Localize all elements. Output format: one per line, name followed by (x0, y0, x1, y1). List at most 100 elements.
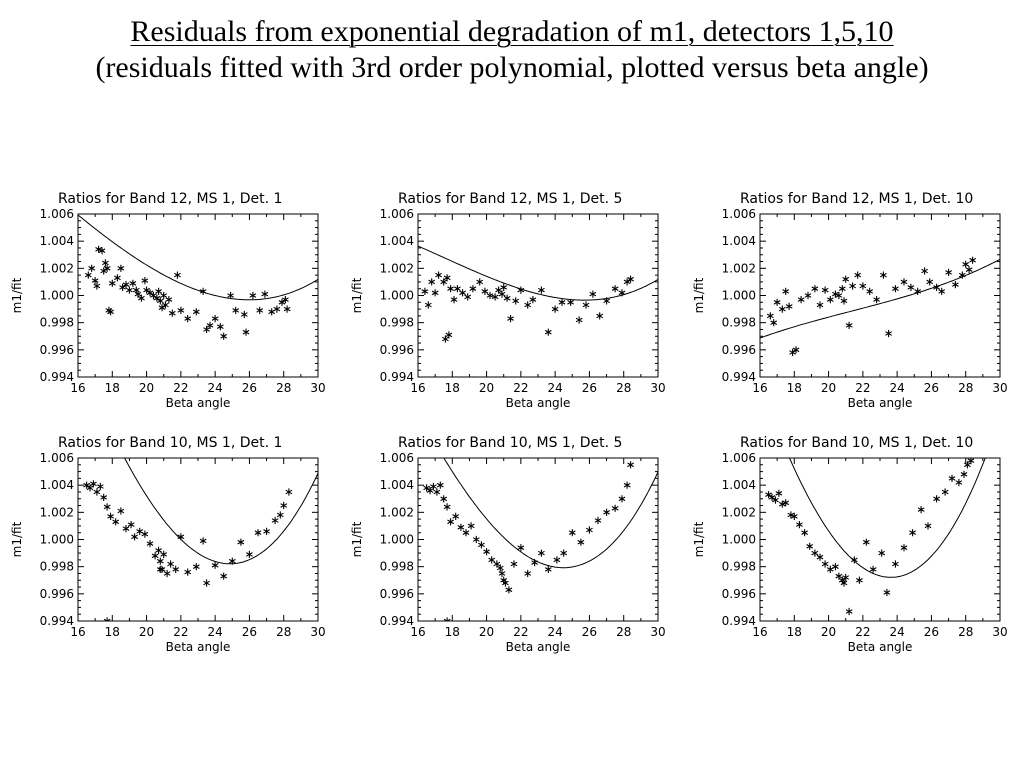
data-point (443, 503, 451, 511)
x-tick-label: 26 (242, 381, 257, 395)
y-axis-label: m1/fit (692, 521, 706, 557)
data-point (84, 271, 92, 279)
plot-area (418, 245, 658, 343)
data-point (926, 278, 934, 286)
data-point (551, 305, 559, 313)
data-point (567, 298, 574, 306)
data-point (119, 283, 126, 291)
data-point (211, 315, 219, 323)
x-axis-label: Beta angle (166, 396, 231, 410)
data-point (782, 287, 790, 295)
data-point (457, 523, 465, 531)
y-axis-label: m1/fit (350, 277, 364, 313)
data-point (826, 296, 834, 304)
data-point (845, 607, 853, 616)
x-tick-label: 28 (276, 381, 291, 395)
data-point (160, 550, 168, 558)
data-point (524, 569, 532, 578)
data-point (134, 290, 142, 298)
y-tick-label: 0.996 (380, 343, 414, 357)
y-tick-label: 0.994 (380, 614, 414, 628)
data-point (112, 518, 120, 526)
y-tick-label: 1.006 (380, 207, 414, 221)
plot-frame (417, 457, 659, 622)
data-point (603, 297, 610, 305)
data-point (811, 549, 819, 557)
y-tick-label: 0.996 (722, 343, 756, 357)
data-point (529, 296, 537, 304)
data-point (770, 319, 778, 327)
data-point (98, 247, 106, 255)
data-point (103, 503, 111, 511)
y-tick-label: 1.002 (722, 505, 756, 519)
data-point (117, 264, 125, 272)
x-tick-label: 22 (855, 625, 870, 639)
chart-title: Ratios for Band 10, MS 1, Det. 10 (740, 435, 973, 451)
x-tick-label: 16 (410, 625, 425, 639)
y-tick-label: 0.996 (40, 343, 74, 357)
data-point (538, 549, 545, 557)
data-point (623, 278, 631, 286)
data-point (792, 346, 800, 354)
data-point (138, 294, 145, 302)
data-point (840, 297, 848, 305)
data-point (90, 480, 97, 488)
data-point (141, 277, 149, 285)
x-tick-label: 28 (958, 625, 973, 639)
data-point (945, 268, 952, 276)
data-point (172, 565, 180, 573)
data-point (773, 298, 781, 306)
y-tick-label: 1.004 (40, 478, 74, 492)
data-point (156, 297, 164, 305)
data-point (246, 550, 253, 558)
plot-area (78, 214, 318, 340)
data-point (203, 325, 210, 334)
data-point (240, 310, 248, 319)
x-tick-label: 20 (479, 625, 494, 639)
x-tick-label: 28 (616, 381, 631, 395)
data-point (232, 306, 240, 314)
y-tick-label: 1.000 (40, 533, 74, 547)
data-point (835, 572, 843, 580)
data-point (146, 289, 154, 297)
data-point (88, 264, 96, 272)
x-tick-label: 26 (582, 381, 597, 395)
data-point (442, 335, 449, 343)
data-point (273, 305, 281, 313)
data-point (227, 291, 234, 300)
y-tick-label: 1.002 (380, 261, 414, 275)
data-point (842, 275, 850, 283)
data-point (211, 561, 219, 569)
data-point (443, 617, 451, 621)
x-tick-label: 20 (139, 625, 154, 639)
data-point (421, 287, 429, 295)
data-point (271, 516, 279, 525)
data-point (772, 496, 779, 504)
data-point (596, 312, 604, 320)
x-tick-label: 22 (173, 381, 188, 395)
data-point (498, 290, 506, 298)
data-point (611, 504, 619, 512)
x-tick-label: 28 (958, 381, 973, 395)
data-point (493, 560, 501, 568)
data-point (158, 304, 166, 312)
chart-title: Ratios for Band 10, MS 1, Det. 5 (398, 435, 622, 451)
data-point (184, 315, 192, 323)
y-tick-label: 1.006 (722, 207, 756, 221)
data-point (117, 507, 125, 515)
data-point (163, 569, 171, 578)
y-tick-label: 0.994 (380, 370, 414, 384)
data-point (206, 321, 214, 329)
fit-curve (443, 458, 658, 569)
data-point (618, 495, 626, 503)
data-point (162, 301, 169, 309)
data-point (821, 560, 829, 568)
x-axis-label: Beta angle (506, 640, 571, 654)
data-point (122, 281, 130, 289)
data-point (502, 579, 509, 587)
data-point (797, 296, 805, 304)
fit-curve (124, 458, 318, 565)
data-point (594, 516, 602, 525)
data-point (589, 290, 597, 298)
data-point (103, 264, 111, 272)
